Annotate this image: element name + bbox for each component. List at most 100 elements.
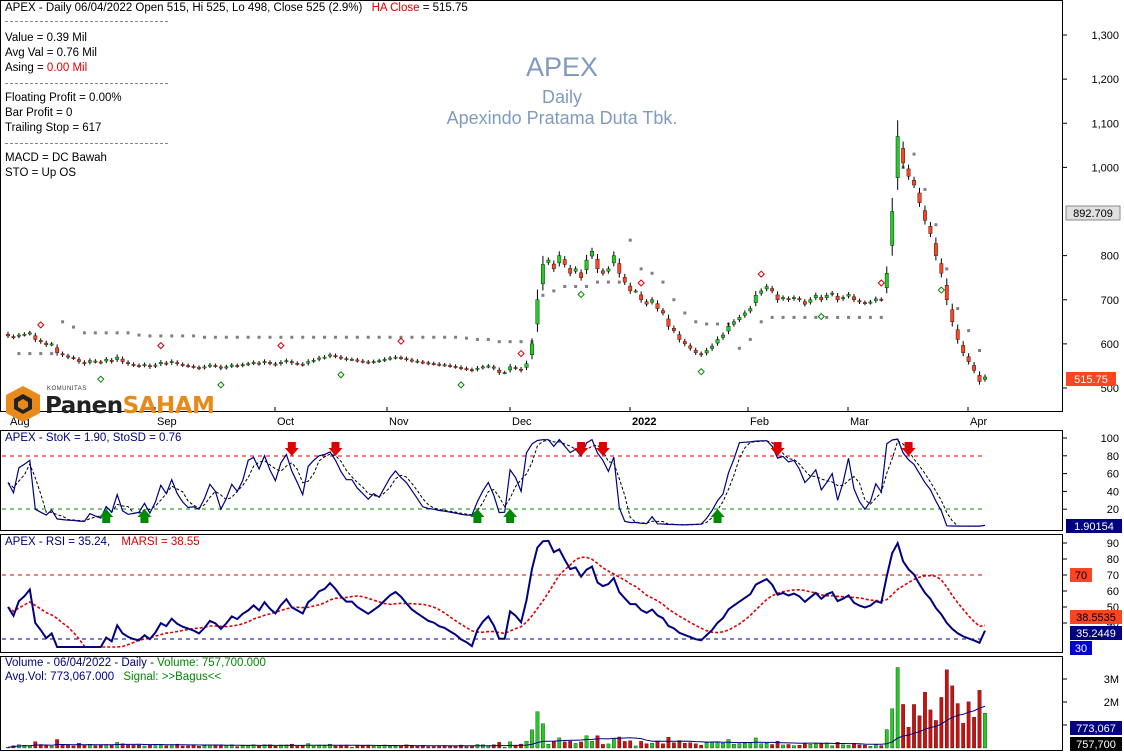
stoch-last-box xyxy=(1066,519,1122,533)
sar-dot xyxy=(585,285,589,289)
volume-bar xyxy=(797,745,802,749)
sar-dot xyxy=(508,340,512,344)
volume-bar xyxy=(884,729,889,749)
volume-bar xyxy=(573,743,578,749)
volume-bar xyxy=(486,746,491,749)
candle-body xyxy=(339,356,343,359)
candle-body xyxy=(797,298,802,300)
volume-bar xyxy=(180,745,185,749)
volume-bar xyxy=(781,744,785,749)
candle-body xyxy=(622,277,627,283)
volume-tick-label: 2M xyxy=(1104,697,1119,709)
sar-dot xyxy=(617,280,621,284)
candle-body xyxy=(530,343,534,355)
rsi-level-70-label: 70 xyxy=(1075,570,1087,582)
buy-arrow xyxy=(137,509,152,523)
candle-body xyxy=(44,342,49,345)
candle-body xyxy=(508,366,513,371)
candle-body xyxy=(715,339,720,344)
volume-bar xyxy=(240,745,245,749)
candle-body xyxy=(819,297,824,300)
signal-diamond xyxy=(217,381,225,389)
volume-bar xyxy=(268,744,272,749)
sell-arrow xyxy=(284,442,299,456)
candle-body xyxy=(142,364,147,367)
sar-dot xyxy=(825,315,829,319)
sar-dot xyxy=(224,335,228,339)
volume-bar xyxy=(393,745,398,749)
candle-body xyxy=(38,340,43,342)
candles xyxy=(6,120,987,385)
stoch-d-line xyxy=(7,439,986,527)
candle-body xyxy=(770,288,775,292)
rsi-level-30-label: 30 xyxy=(1075,643,1087,655)
volume-bar xyxy=(661,743,665,749)
candle-body xyxy=(382,359,387,361)
sar-dot xyxy=(923,187,927,191)
sar-dot xyxy=(595,280,599,284)
logo-brand-b: SAHAM xyxy=(122,393,215,419)
sar-dot xyxy=(137,333,141,337)
volume-bar xyxy=(202,745,207,749)
volume-bar xyxy=(289,743,294,749)
volume-bar xyxy=(541,723,545,749)
sar-dot xyxy=(202,335,206,339)
candle-body xyxy=(349,359,354,361)
candle-body xyxy=(688,345,693,349)
candle-body xyxy=(802,301,807,305)
logo-hex-icon xyxy=(6,386,40,422)
candle-body xyxy=(944,284,949,300)
sar-dot xyxy=(694,320,698,324)
sar-dot xyxy=(814,315,818,319)
candle-body xyxy=(595,258,600,270)
candle-body xyxy=(863,302,867,304)
candle-body xyxy=(830,292,835,295)
candle-body xyxy=(442,364,447,367)
stoch-tick-label: 20 xyxy=(1107,504,1119,516)
sar-dot xyxy=(792,315,796,319)
sar-dot xyxy=(683,311,687,315)
sar-dot xyxy=(410,335,414,339)
candle-body xyxy=(912,179,916,186)
volume-bar xyxy=(148,744,152,749)
volume-bar xyxy=(120,743,125,749)
candle-body xyxy=(792,297,796,299)
volume-bar xyxy=(388,746,392,749)
x-tick-label: Apr xyxy=(970,416,987,428)
ha-close-value: = 515.75 xyxy=(422,2,468,14)
sar-dot xyxy=(246,335,250,339)
volume-bar xyxy=(49,746,54,749)
logo-community: KOMUNITAS xyxy=(47,386,87,392)
candle-body xyxy=(699,353,704,356)
volume-tick-label: 3M xyxy=(1104,674,1119,686)
x-tick-label: Mar xyxy=(850,416,869,428)
sar-dot xyxy=(192,334,196,338)
volume-bar xyxy=(410,745,414,749)
volume-bar xyxy=(983,713,987,749)
volume-bar xyxy=(786,744,791,749)
candle-body xyxy=(939,263,944,274)
volume-header: Volume - 06/04/2022 - Daily - Volume: 75… xyxy=(5,657,266,669)
candle-body xyxy=(775,294,780,300)
volume-bar xyxy=(732,743,736,749)
volume-label: Volume - 06/04/2022 - Daily - xyxy=(5,657,158,669)
volume-bar xyxy=(846,745,851,749)
sar-dot xyxy=(716,322,720,326)
candle-body xyxy=(393,356,398,359)
candle-body xyxy=(284,360,289,363)
candle-body xyxy=(906,168,911,177)
candle-body xyxy=(235,365,240,367)
candle-body xyxy=(901,148,906,164)
candle-body xyxy=(748,308,753,312)
volume-bar xyxy=(137,745,141,749)
sar-dot xyxy=(606,280,610,284)
candle-body xyxy=(82,362,87,364)
candle-body xyxy=(873,298,878,301)
volume-bar xyxy=(895,667,900,749)
avg-vol-label: Avg.Vol: 773,067.000 xyxy=(5,671,115,683)
candle-body xyxy=(360,360,365,363)
volume-bar xyxy=(535,711,540,749)
sar-dot xyxy=(301,335,305,339)
volume-bar xyxy=(219,745,223,749)
candle-body xyxy=(955,329,960,340)
